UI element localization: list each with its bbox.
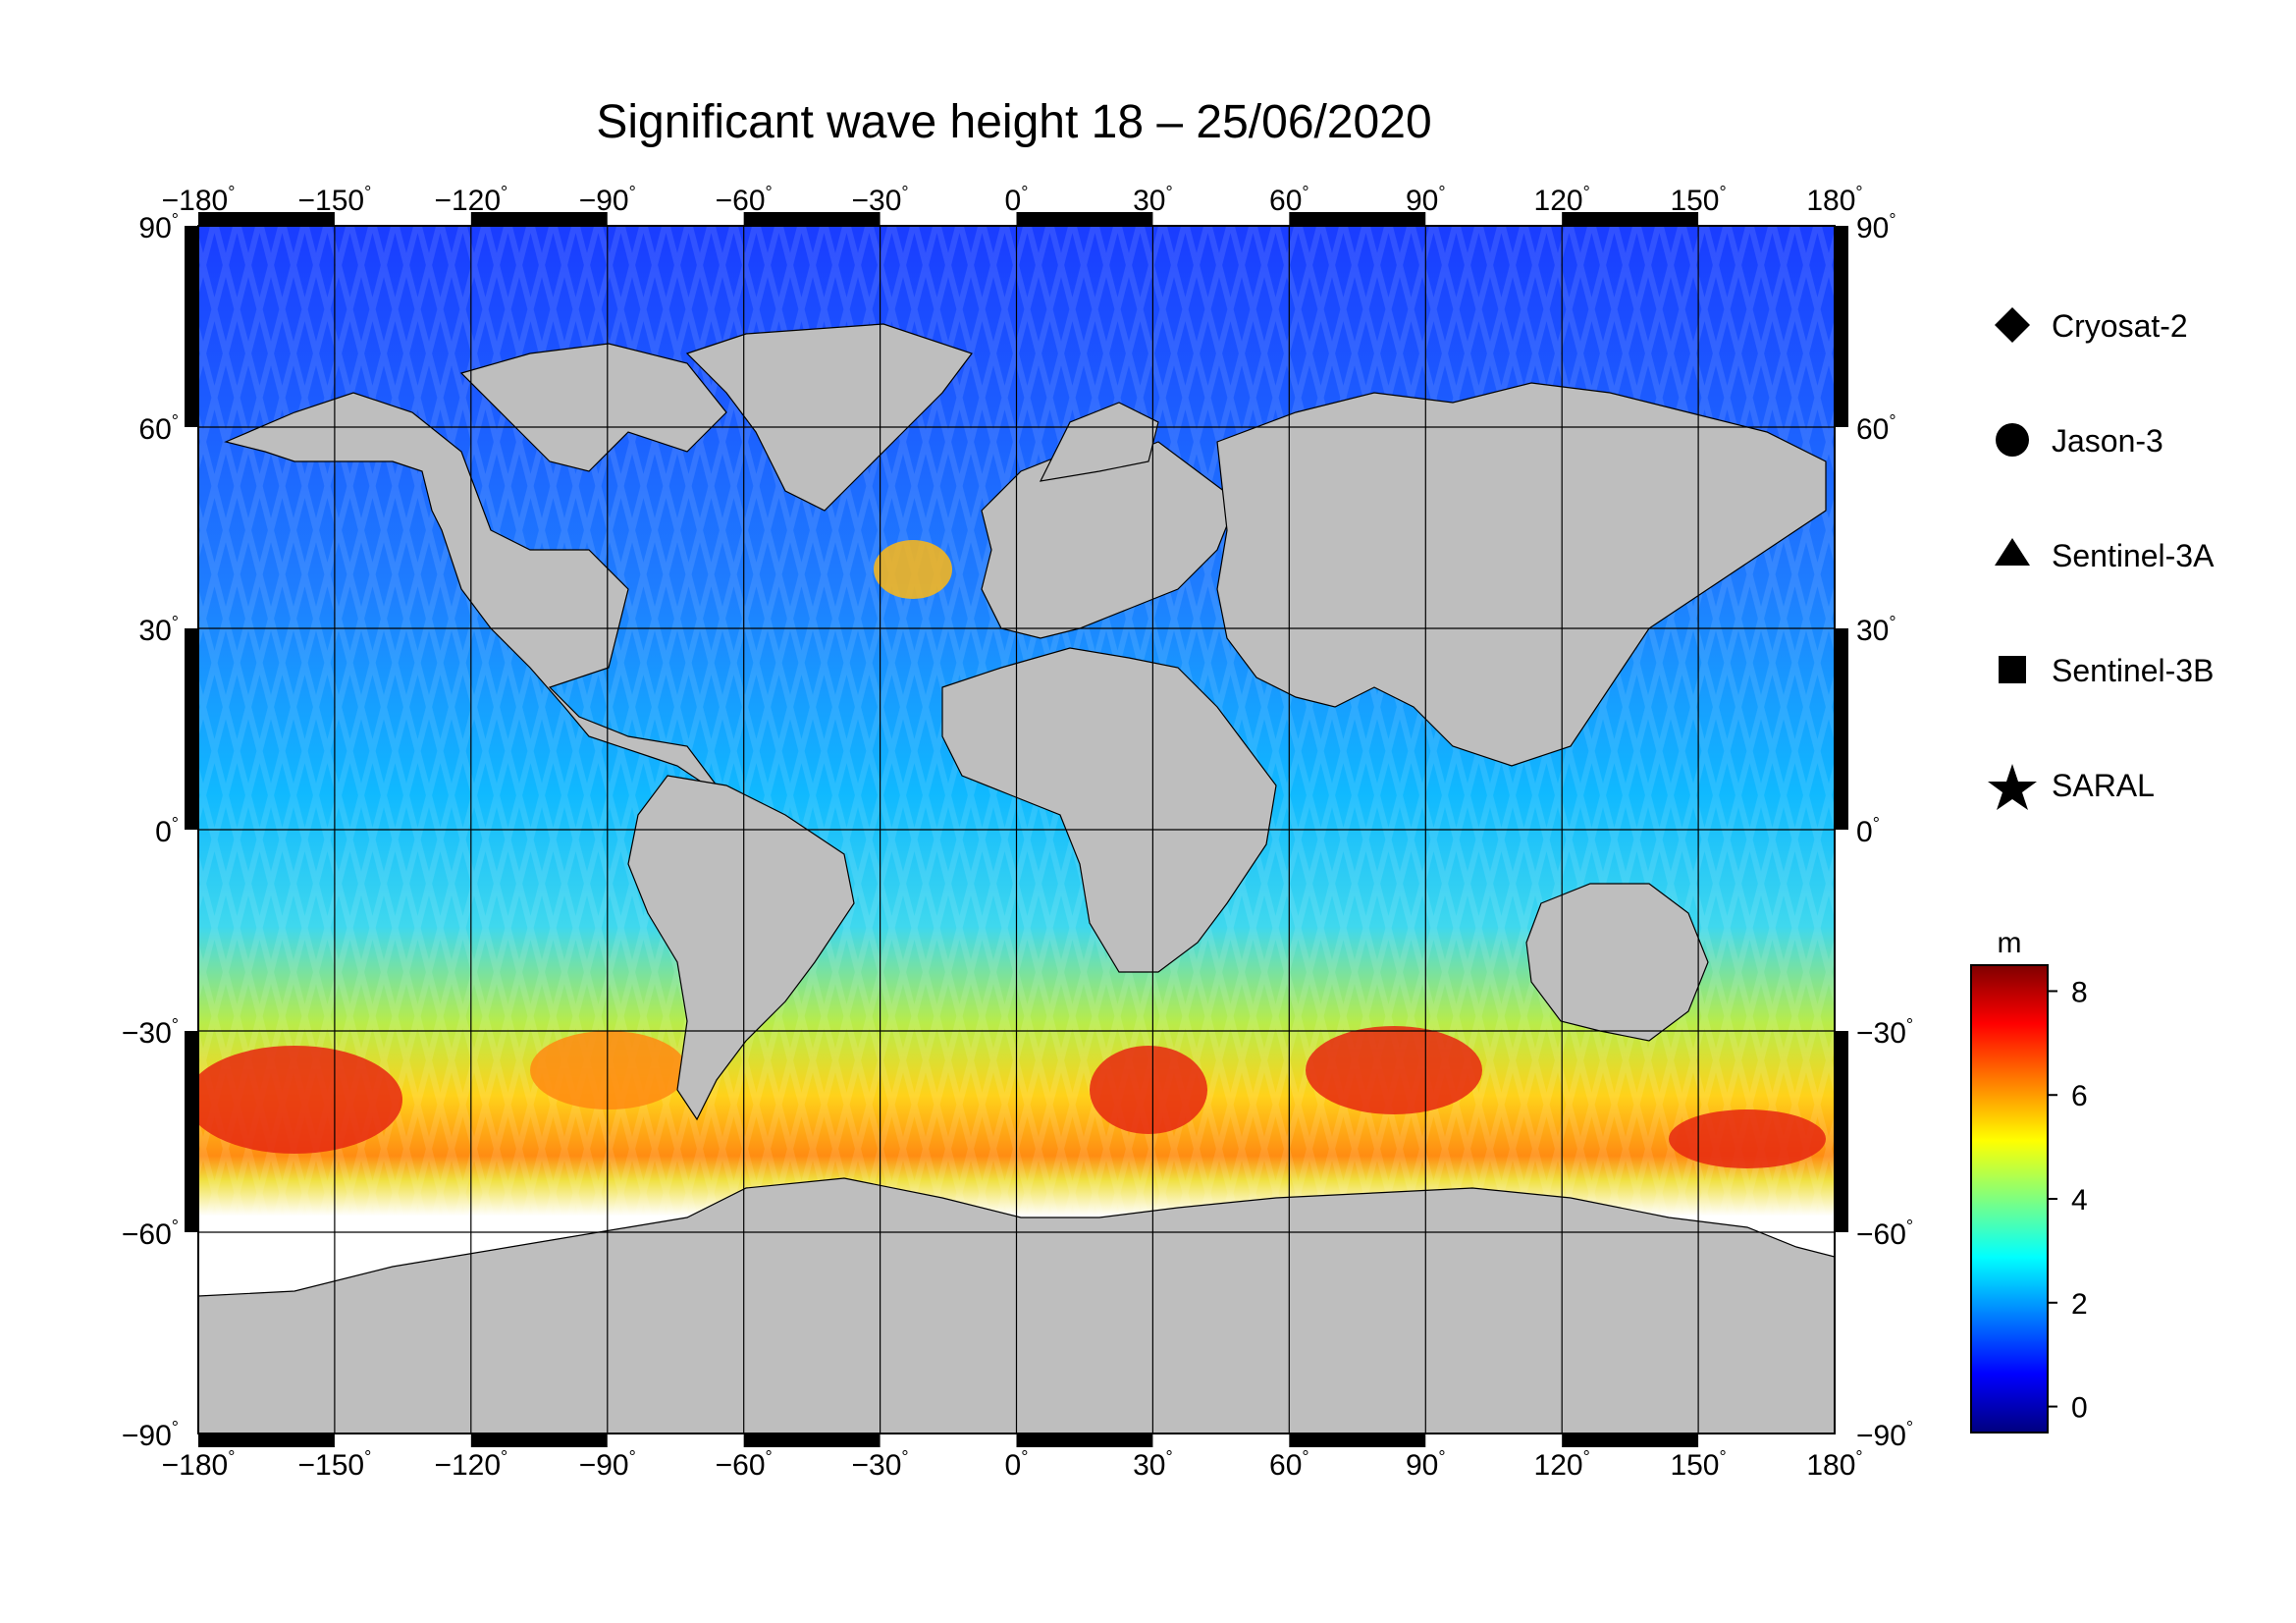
frame-checker-segments [185, 212, 1848, 1447]
lon-tick-bottom-label: −180° [162, 1447, 236, 1482]
frame-segment [1016, 212, 1153, 226]
legend-label-sentinel-3b: Sentinel-3B [2052, 653, 2214, 688]
lon-tick-bottom-label: 60° [1269, 1447, 1309, 1482]
lon-tick-top-label: 150° [1670, 183, 1726, 217]
diamond-symbol-icon [1995, 307, 2030, 343]
frame-segment [470, 212, 608, 226]
frame-segment [1016, 1434, 1153, 1447]
lon-tick-bottom-label: −90° [579, 1447, 636, 1482]
lat-tick-right-label: 0° [1856, 814, 1880, 848]
frame-segment [185, 226, 198, 427]
lon-tick-top-label: 60° [1269, 183, 1309, 217]
lon-tick-bottom-label: 180° [1806, 1447, 1862, 1482]
frame-segment [198, 1434, 335, 1447]
colorbar-unit: m [1998, 927, 2022, 959]
lon-tick-bottom-label: −30° [852, 1447, 909, 1482]
australia [1525, 883, 1709, 1042]
lon-tick-top-label: 120° [1534, 183, 1590, 217]
longitude-labels-bottom: −180° −150° −120° −90° −60° −30° 0° 30° 60° 90° 12… [162, 1447, 1863, 1482]
longitude-labels-top: −180° −150° −120° −90° −60° −30° 0° 30° 60° 90° 12… [162, 183, 1863, 217]
lat-tick-right-label: 30° [1856, 613, 1896, 647]
frame-segment [185, 628, 198, 830]
scandinavia [1039, 402, 1159, 482]
colorbar-gradient [1970, 964, 2049, 1434]
lon-tick-top-label: 90° [1406, 183, 1446, 217]
lon-tick-top-label: 180° [1806, 183, 1862, 217]
south-america [627, 775, 855, 1121]
lon-tick-top-label: −90° [579, 183, 636, 217]
lon-tick-bottom-label: −120° [434, 1447, 507, 1482]
greenland [685, 323, 973, 512]
circle-symbol-icon [1996, 423, 2029, 457]
lat-tick-left-label: 0° [155, 814, 179, 848]
lat-tick-right-label: −30° [1856, 1015, 1913, 1050]
frame-segment [198, 212, 335, 226]
legend-label-jason-3: Jason-3 [2052, 423, 2163, 459]
triangle-symbol-icon [1995, 538, 2030, 566]
colorbar-tick-label: 4 [2071, 1184, 2088, 1217]
lon-tick-bottom-label: 30° [1133, 1447, 1173, 1482]
frame-segment [1835, 1031, 1848, 1232]
lon-tick-top-label: −30° [852, 183, 909, 217]
satellite-legend: Cryosat-2 Jason-3 Sentinel-3A Sentinel-3… [1988, 307, 2215, 810]
colorbar-tick-label: 0 [2071, 1392, 2088, 1425]
colorbar-ticks: 8 6 4 2 0 [2048, 976, 2088, 1425]
colorbar-tick-label: 8 [2071, 976, 2088, 1008]
star-symbol-icon [1988, 764, 2037, 810]
frame-segment [1562, 212, 1699, 226]
frame-segment [185, 1031, 198, 1232]
frame-segment [470, 1434, 608, 1447]
lon-tick-bottom-label: 150° [1670, 1447, 1726, 1482]
lon-tick-top-label: −60° [716, 183, 773, 217]
lon-tick-top-label: −180° [162, 183, 236, 217]
legend-label-cryosat-2: Cryosat-2 [2052, 308, 2188, 344]
lat-tick-left-label: 30° [138, 613, 179, 647]
graticule [198, 226, 1835, 1434]
frame-segment [1835, 226, 1848, 427]
lon-tick-top-label: −150° [298, 183, 372, 217]
latitude-labels-left: 90° 60° 30° 0° −30° −60° −90° [122, 210, 179, 1452]
lat-tick-left-label: −90° [122, 1418, 179, 1452]
lat-tick-right-label: −60° [1856, 1217, 1913, 1251]
frame-segment [1289, 1434, 1426, 1447]
asia [1216, 382, 1827, 767]
colorbar-tick-label: 2 [2071, 1288, 2088, 1321]
colorbar: m 8 6 4 2 0 [1970, 927, 2088, 1434]
map-title: Significant wave height 18 – 25/06/2020 [596, 96, 1431, 148]
high-wave-regions [198, 540, 1826, 1168]
frame-segment [1289, 212, 1426, 226]
lat-tick-right-label: 60° [1856, 411, 1896, 446]
lat-tick-left-label: 60° [138, 411, 179, 446]
arctic-canada [459, 343, 727, 472]
lon-tick-bottom-label: 0° [1005, 1447, 1029, 1482]
square-symbol-icon [1999, 656, 2026, 683]
legend-label-sentinel-3a: Sentinel-3A [2052, 538, 2215, 573]
lon-tick-top-label: 30° [1133, 183, 1173, 217]
africa [941, 647, 1277, 973]
frame-segment [1562, 1434, 1699, 1447]
legend-label-saral: SARAL [2052, 768, 2155, 803]
map-area [198, 226, 1835, 1434]
latitude-labels-right: 90° 60° 30° 0° −30° −60° −90° [1856, 210, 1913, 1452]
lat-tick-left-label: −60° [122, 1217, 179, 1251]
lat-tick-left-label: −30° [122, 1015, 179, 1050]
lon-tick-bottom-label: 120° [1534, 1447, 1590, 1482]
lat-tick-right-label: 90° [1856, 210, 1896, 244]
frame-segment [1835, 628, 1848, 830]
lon-tick-top-label: 0° [1005, 183, 1029, 217]
frame-segment [743, 212, 881, 226]
lon-tick-top-label: −120° [434, 183, 507, 217]
map-frame [185, 212, 1848, 1447]
lat-tick-left-label: 90° [138, 210, 179, 244]
lon-tick-bottom-label: 90° [1406, 1447, 1446, 1482]
lon-tick-bottom-label: −60° [716, 1447, 773, 1482]
lat-tick-right-label: −90° [1856, 1418, 1913, 1452]
colorbar-tick-label: 6 [2071, 1080, 2088, 1112]
lon-tick-bottom-label: −150° [298, 1447, 372, 1482]
frame-segment [743, 1434, 881, 1447]
